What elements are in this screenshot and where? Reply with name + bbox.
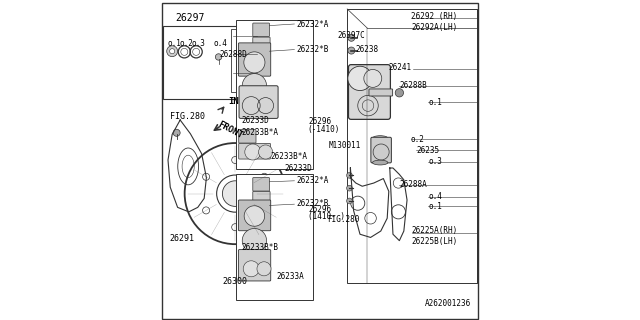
Text: 26235: 26235 bbox=[416, 146, 439, 155]
Circle shape bbox=[203, 173, 210, 180]
Text: o.3: o.3 bbox=[428, 157, 442, 166]
Bar bbox=[236, 20, 312, 169]
Circle shape bbox=[223, 181, 248, 206]
Text: 26233D: 26233D bbox=[242, 116, 269, 124]
Circle shape bbox=[348, 47, 355, 54]
FancyBboxPatch shape bbox=[239, 250, 271, 281]
FancyBboxPatch shape bbox=[253, 23, 269, 36]
Text: o.2: o.2 bbox=[411, 135, 424, 144]
Text: (-1410): (-1410) bbox=[308, 125, 340, 134]
Circle shape bbox=[244, 206, 265, 226]
Circle shape bbox=[364, 69, 381, 87]
Text: 26296: 26296 bbox=[309, 117, 332, 126]
FancyBboxPatch shape bbox=[349, 65, 390, 119]
Text: A262001236: A262001236 bbox=[425, 299, 471, 308]
Text: 26288B: 26288B bbox=[399, 81, 427, 90]
Circle shape bbox=[259, 145, 273, 159]
Text: o.4: o.4 bbox=[214, 39, 228, 48]
Circle shape bbox=[232, 224, 239, 231]
Text: FRONT: FRONT bbox=[216, 120, 244, 141]
FancyBboxPatch shape bbox=[253, 37, 270, 54]
FancyBboxPatch shape bbox=[371, 137, 392, 163]
Text: 26397C: 26397C bbox=[338, 31, 365, 40]
Text: 26232*B: 26232*B bbox=[296, 45, 328, 54]
Circle shape bbox=[243, 261, 259, 277]
Text: 26233D: 26233D bbox=[285, 164, 312, 172]
Text: IN: IN bbox=[228, 97, 239, 106]
Text: o.3: o.3 bbox=[191, 39, 205, 48]
Text: M130011: M130011 bbox=[329, 141, 362, 150]
Text: 26225A(RH): 26225A(RH) bbox=[412, 226, 458, 235]
Text: 26233B*A: 26233B*A bbox=[242, 128, 278, 137]
Circle shape bbox=[347, 198, 352, 204]
Text: 26241: 26241 bbox=[388, 63, 412, 72]
Circle shape bbox=[170, 49, 175, 54]
Circle shape bbox=[232, 156, 239, 164]
Circle shape bbox=[166, 46, 178, 57]
Text: 26297: 26297 bbox=[176, 12, 205, 23]
Text: 26288A: 26288A bbox=[399, 180, 427, 189]
FancyBboxPatch shape bbox=[239, 143, 270, 159]
Text: 26233A: 26233A bbox=[277, 272, 305, 281]
FancyBboxPatch shape bbox=[253, 178, 269, 191]
Circle shape bbox=[173, 129, 180, 136]
Text: 26296: 26296 bbox=[309, 205, 332, 214]
Text: 26288D: 26288D bbox=[219, 50, 247, 59]
Circle shape bbox=[242, 74, 267, 98]
Text: 26292A(LH): 26292A(LH) bbox=[412, 23, 458, 32]
Bar bbox=[163, 26, 264, 99]
Text: o.4: o.4 bbox=[428, 192, 442, 201]
Text: 26232*A: 26232*A bbox=[296, 176, 328, 185]
Text: o.1: o.1 bbox=[428, 202, 442, 211]
Text: FIG.280: FIG.280 bbox=[170, 112, 205, 121]
FancyBboxPatch shape bbox=[239, 43, 271, 76]
Circle shape bbox=[260, 207, 268, 214]
Text: o.2: o.2 bbox=[179, 39, 193, 48]
Text: 26300: 26300 bbox=[223, 277, 248, 286]
FancyBboxPatch shape bbox=[239, 86, 278, 118]
Circle shape bbox=[260, 173, 268, 180]
Circle shape bbox=[242, 228, 267, 253]
Bar bbox=[347, 9, 477, 283]
Text: 26232*A: 26232*A bbox=[296, 20, 328, 28]
Bar bbox=[231, 29, 259, 92]
Text: 26233B*B: 26233B*B bbox=[242, 244, 278, 252]
Circle shape bbox=[348, 66, 372, 91]
Text: o.1: o.1 bbox=[168, 39, 182, 48]
Text: 26232*B: 26232*B bbox=[296, 199, 328, 208]
Circle shape bbox=[347, 185, 352, 191]
Circle shape bbox=[244, 52, 265, 73]
Ellipse shape bbox=[372, 136, 388, 141]
Circle shape bbox=[348, 34, 355, 41]
FancyBboxPatch shape bbox=[253, 191, 270, 208]
FancyBboxPatch shape bbox=[369, 89, 393, 96]
Circle shape bbox=[257, 262, 271, 276]
Text: o.1: o.1 bbox=[428, 98, 442, 107]
Circle shape bbox=[203, 207, 210, 214]
FancyBboxPatch shape bbox=[239, 130, 256, 143]
Text: 26292 (RH): 26292 (RH) bbox=[412, 12, 458, 21]
Text: FIG.280: FIG.280 bbox=[328, 215, 360, 224]
FancyBboxPatch shape bbox=[239, 200, 271, 231]
Ellipse shape bbox=[372, 160, 388, 165]
Text: 26225B(LH): 26225B(LH) bbox=[412, 237, 458, 246]
Text: 26233B*A: 26233B*A bbox=[270, 152, 307, 161]
Circle shape bbox=[347, 172, 352, 178]
Circle shape bbox=[215, 54, 222, 60]
Text: 26291: 26291 bbox=[170, 234, 195, 243]
Text: 26238: 26238 bbox=[356, 45, 379, 54]
Circle shape bbox=[245, 144, 261, 160]
Bar bbox=[236, 174, 312, 300]
Text: (1410- ): (1410- ) bbox=[308, 212, 345, 221]
Circle shape bbox=[396, 89, 404, 97]
